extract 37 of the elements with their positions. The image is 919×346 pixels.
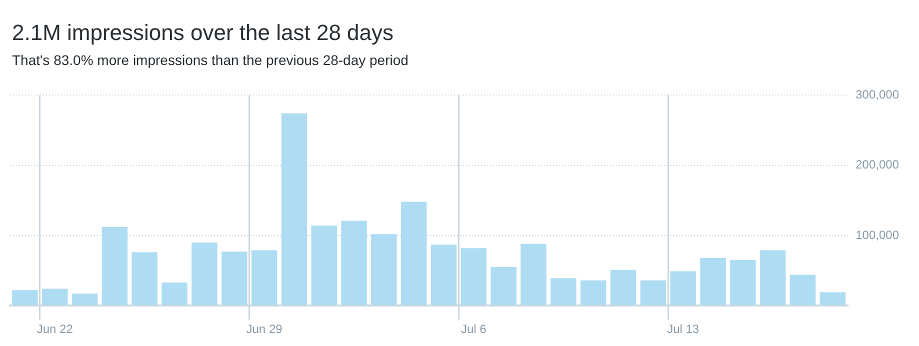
bar (820, 292, 846, 306)
bar (341, 220, 367, 306)
bar (400, 202, 427, 306)
bar (281, 113, 308, 306)
bar (162, 282, 188, 306)
y-tick-label: 100,000 (856, 228, 900, 242)
bar (371, 234, 397, 306)
bar (700, 258, 726, 306)
bar (42, 288, 68, 306)
x-tick-label: Jul 6 (461, 322, 487, 336)
bar (730, 260, 756, 306)
bar (251, 250, 278, 306)
x-tick-label: Jun 29 (246, 322, 283, 336)
bar (520, 244, 546, 306)
x-tick-label: Jul 13 (667, 322, 700, 336)
bar (580, 280, 606, 306)
bar (430, 244, 457, 306)
bar (490, 267, 516, 306)
bar (610, 270, 636, 306)
chart-title: 2.1M impressions over the last 28 days (12, 20, 394, 46)
y-tick-label: 200,000 (856, 158, 900, 172)
bar (550, 278, 576, 306)
bar (222, 252, 248, 306)
bar (12, 290, 38, 306)
bar (132, 252, 158, 306)
bar (311, 226, 337, 306)
bar (192, 242, 218, 306)
bar (790, 274, 816, 306)
bar (760, 250, 786, 306)
y-tick-label: 300,000 (856, 88, 900, 102)
bar (102, 227, 128, 306)
bar (640, 280, 666, 306)
x-tick-label: Jun 22 (36, 322, 74, 336)
bar (460, 248, 487, 306)
bar (670, 271, 696, 306)
chart-subtitle: That's 83.0% more impressions than the previous 28-day period (12, 52, 408, 68)
bar (72, 294, 98, 306)
